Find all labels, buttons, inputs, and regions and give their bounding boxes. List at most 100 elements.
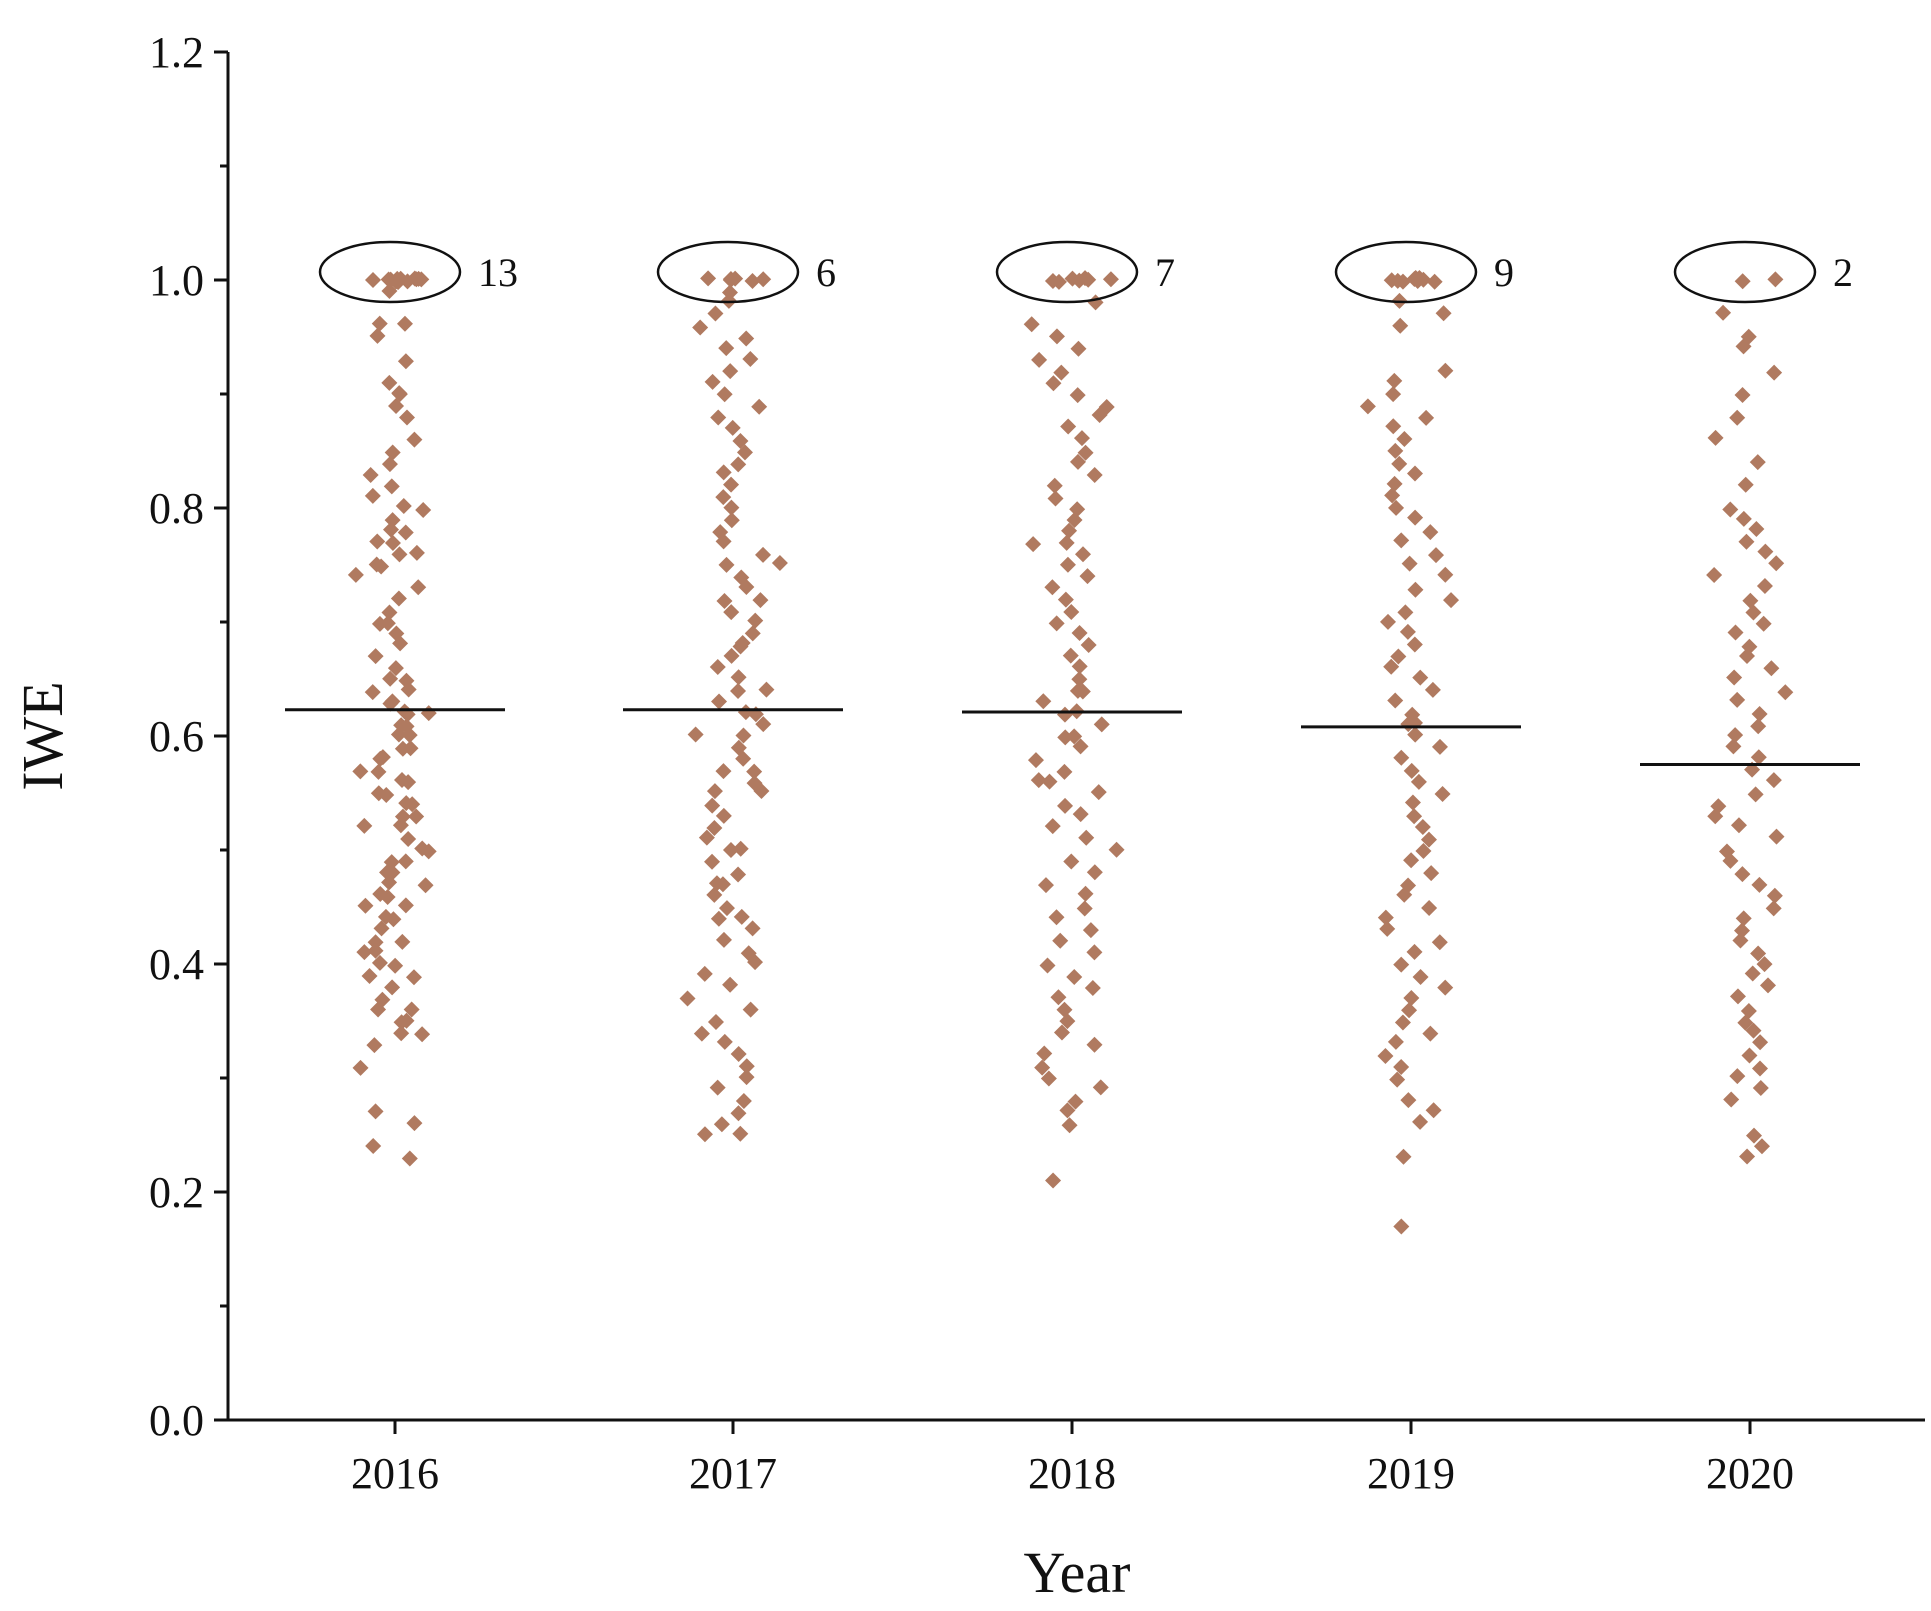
data-point [727, 270, 744, 287]
data-point [1407, 465, 1424, 482]
data-point [709, 659, 726, 676]
data-point [1047, 490, 1064, 507]
data-point [1403, 989, 1420, 1006]
data-point [357, 897, 374, 914]
data-point [1738, 648, 1755, 665]
y-tick-label: 0.0 [149, 1396, 204, 1445]
data-point [1057, 797, 1074, 814]
data-point [381, 456, 398, 473]
data-point [398, 1012, 415, 1029]
data-point [1039, 957, 1056, 974]
data-point [718, 556, 735, 573]
data-point [1389, 1071, 1406, 1088]
data-point [692, 319, 709, 336]
data-point [1425, 1102, 1442, 1119]
data-point [401, 1150, 418, 1167]
data-point [352, 1059, 369, 1076]
data-point [722, 976, 739, 993]
data-point [378, 786, 395, 803]
data-point [1077, 444, 1094, 461]
data-point [397, 524, 414, 541]
data-point [1023, 316, 1040, 333]
data-point [1048, 909, 1065, 926]
data-point [1056, 706, 1073, 723]
data-point [736, 444, 753, 461]
data-point [410, 579, 427, 596]
data-point [1080, 271, 1097, 288]
data-point [1431, 738, 1448, 755]
data-point [1072, 806, 1089, 823]
count-label: 13 [478, 250, 518, 295]
data-point [1399, 623, 1416, 640]
data-point [397, 853, 414, 870]
data-point [1767, 271, 1784, 288]
data-point [1069, 387, 1086, 404]
data-point [1392, 317, 1409, 334]
data-point [1091, 407, 1108, 424]
data-point [1079, 568, 1096, 585]
data-point [708, 875, 725, 892]
data-point [1418, 409, 1435, 426]
data-point [1386, 372, 1403, 389]
data-point [1050, 989, 1067, 1006]
data-point [1076, 900, 1093, 917]
data-point [1735, 910, 1752, 927]
data-point [723, 604, 740, 621]
data-point [1393, 1218, 1410, 1235]
data-point [366, 1037, 383, 1054]
data-point [1403, 852, 1420, 869]
data-point [356, 944, 373, 961]
data-point [401, 727, 418, 744]
data-point [1412, 969, 1429, 986]
data-point [371, 315, 388, 332]
data-point [1058, 534, 1075, 551]
data-point [1435, 305, 1452, 322]
data-point [1750, 945, 1767, 962]
data-point [1052, 932, 1069, 949]
count-label: 7 [1155, 250, 1175, 295]
data-point [1393, 749, 1410, 766]
data-point [1722, 501, 1739, 518]
data-point [1108, 841, 1125, 858]
data-point [1087, 294, 1104, 311]
data-point [710, 910, 727, 927]
data-point [396, 703, 413, 720]
data-point [382, 271, 399, 288]
data-point [1751, 705, 1768, 722]
data-point [367, 648, 384, 665]
x-ticks: 2016 2017 2018 2019 2020 [351, 1420, 1794, 1498]
data-point [1387, 442, 1404, 459]
data-point [362, 467, 379, 484]
data-point [1750, 749, 1767, 766]
data-point [700, 270, 717, 287]
data-point [704, 797, 721, 814]
data-point [394, 740, 411, 757]
data-point [1036, 1045, 1053, 1062]
data-point [1734, 273, 1751, 290]
data-point [373, 920, 390, 937]
data-point [715, 807, 732, 824]
data-point [698, 829, 715, 846]
data-point [1406, 808, 1423, 825]
data-point [364, 684, 381, 701]
data-point [1751, 876, 1768, 893]
data-point [706, 820, 723, 837]
data-point [744, 920, 761, 937]
count-ellipse [1334, 240, 1478, 304]
data-point [1393, 532, 1410, 549]
x-tick-label: 2018 [1028, 1449, 1116, 1498]
data-point [391, 546, 408, 563]
data-point [733, 908, 750, 925]
data-point [1750, 718, 1767, 735]
data-point [397, 897, 414, 914]
data-point [1735, 338, 1752, 355]
data-point [1027, 752, 1044, 769]
data-point [1397, 604, 1414, 621]
data-point [724, 419, 741, 436]
data-point [1406, 636, 1423, 653]
data-point [1086, 864, 1103, 881]
data-point [394, 933, 411, 950]
data-point [1403, 762, 1420, 779]
data-point [1401, 1002, 1418, 1019]
data-point [414, 840, 431, 857]
